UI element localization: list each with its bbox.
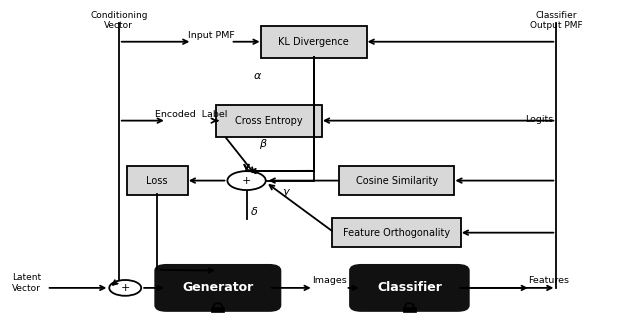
FancyBboxPatch shape [156,265,280,311]
FancyBboxPatch shape [260,26,367,58]
Text: Classifier: Classifier [377,281,442,294]
Text: Cosine Similarity: Cosine Similarity [356,176,438,185]
FancyBboxPatch shape [127,166,188,195]
Text: $\delta$: $\delta$ [250,204,258,217]
Text: $\beta$: $\beta$ [259,137,268,151]
FancyBboxPatch shape [403,307,416,312]
Text: $\alpha$: $\alpha$ [253,71,262,81]
Text: Classifier
Output PMF: Classifier Output PMF [530,11,582,30]
Text: Features: Features [528,276,569,285]
FancyBboxPatch shape [339,166,454,195]
FancyBboxPatch shape [216,105,322,137]
Text: Feature Orthogonality: Feature Orthogonality [343,228,450,238]
Text: Images: Images [312,276,347,285]
FancyBboxPatch shape [332,218,461,247]
Text: +: + [242,176,252,185]
Text: $\gamma$: $\gamma$ [282,187,291,199]
Text: KL Divergence: KL Divergence [278,37,349,47]
Text: Conditioning
Vector: Conditioning Vector [90,11,148,30]
Circle shape [109,280,141,296]
Circle shape [227,171,266,190]
Text: Input PMF: Input PMF [188,31,235,40]
Text: Latent
Vector: Latent Vector [12,274,41,293]
FancyBboxPatch shape [350,265,468,311]
Text: Generator: Generator [182,281,253,294]
Text: Logits: Logits [525,114,553,124]
Text: +: + [120,283,130,293]
Text: Loss: Loss [147,176,168,185]
Text: Cross Entropy: Cross Entropy [235,116,303,126]
Text: Encoded  Label: Encoded Label [155,110,227,119]
FancyBboxPatch shape [211,307,224,312]
